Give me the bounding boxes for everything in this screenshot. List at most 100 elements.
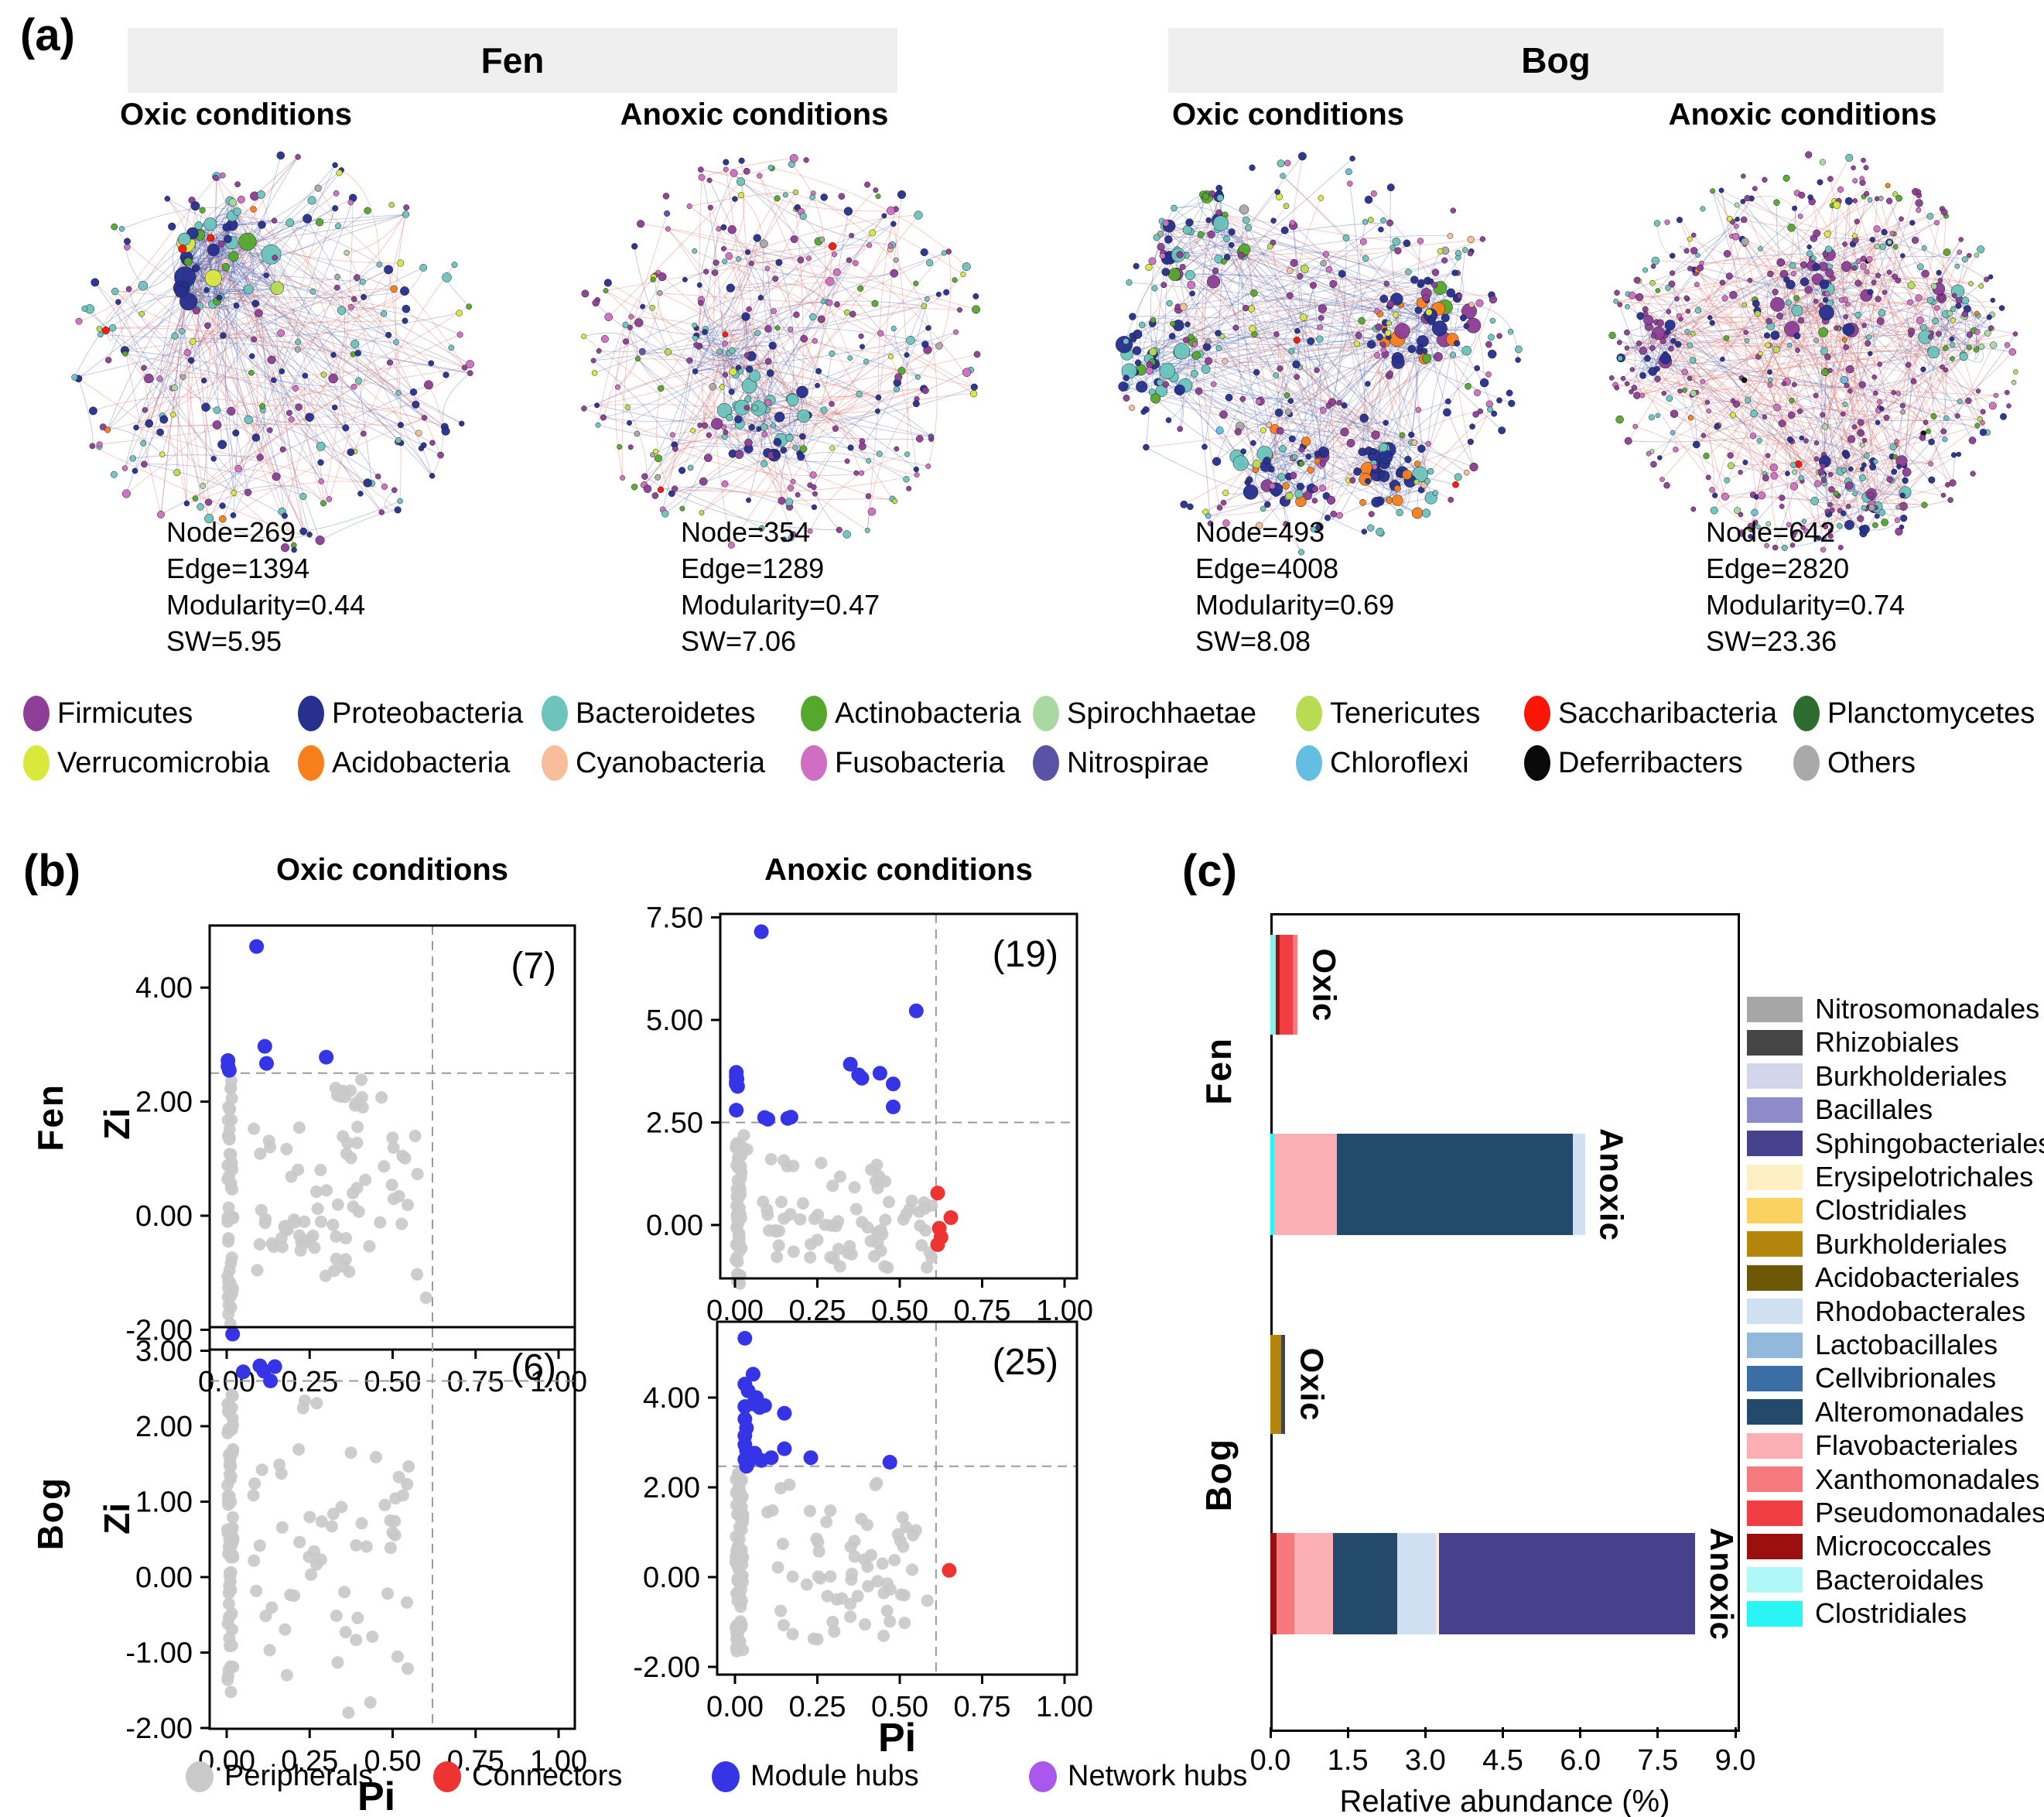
network-edge: [770, 372, 836, 429]
network-node: [1432, 490, 1439, 496]
network-node: [221, 262, 231, 272]
network-node: [881, 213, 887, 219]
network-edge: [1383, 327, 1439, 358]
network-node: [581, 289, 590, 298]
taxa-color-dot: [542, 696, 568, 731]
network-node: [829, 350, 836, 358]
network-node: [1143, 443, 1150, 451]
network-edge: [704, 353, 730, 426]
network-node: [1650, 333, 1656, 339]
network-edge: [1327, 308, 1439, 518]
y-tick-label: 2.00: [643, 1472, 700, 1504]
network-node: [1847, 435, 1856, 443]
network-stat-line: Edge=2820: [1706, 553, 1850, 584]
network-edge: [303, 501, 401, 532]
network-edge: [213, 278, 320, 541]
scatter-point-peripheral: [350, 1136, 364, 1149]
network-edge: [1731, 425, 1978, 467]
network-node: [122, 351, 128, 357]
scatter-plot-bog-anoxic: 0.00 0.25 0.50 0.75 1.004.002.000.00-2.00(25…: [633, 1320, 1093, 1723]
network-node: [1988, 402, 1997, 410]
network-node: [1738, 529, 1746, 537]
network-node: [1891, 390, 1896, 395]
network-node: [847, 444, 854, 451]
network-node: [1768, 377, 1773, 383]
network-edge: [1884, 344, 1994, 523]
network-node: [1283, 521, 1290, 527]
scatter-point-peripheral: [832, 1243, 845, 1255]
network-edge: [906, 339, 940, 355]
network-node: [1255, 399, 1262, 405]
network-node: [744, 395, 752, 403]
network-edge: [1664, 303, 1830, 337]
network-edge: [694, 251, 974, 395]
network-node: [897, 367, 906, 375]
network-edge: [1815, 301, 1863, 478]
network-edge: [1640, 312, 1827, 318]
scatter-point-peripheral: [224, 1640, 236, 1653]
taxa-legend-label: Cyanobacteria: [576, 746, 766, 779]
scatter-legend-item: Connectors: [433, 1760, 622, 1793]
taxa-legend-item: Saccharibacteria: [1524, 693, 1777, 734]
network-node: [1636, 340, 1642, 347]
network-edge: [1776, 255, 1830, 350]
network-node: [721, 424, 727, 430]
network-node: [1487, 349, 1497, 359]
network-edge: [1813, 238, 1987, 280]
network-edge: [1420, 249, 1466, 475]
network-node: [1162, 381, 1170, 388]
network-node: [1740, 216, 1748, 224]
network-node: [336, 169, 343, 176]
scatter-point-peripheral: [222, 1308, 235, 1321]
network-node: [1425, 308, 1433, 317]
network-node: [1311, 498, 1318, 504]
scatter-point-peripheral: [737, 1129, 750, 1141]
network-node: [192, 495, 199, 501]
network-stat-line: Node=269: [166, 516, 296, 548]
network-edge: [206, 238, 228, 503]
network-node: [1167, 268, 1181, 281]
network-node: [267, 427, 273, 433]
network-edge: [199, 289, 249, 309]
network-node: [1895, 505, 1902, 510]
network-edge: [1320, 325, 1424, 342]
network-node: [285, 218, 295, 228]
network-node: [1410, 439, 1418, 447]
network-edge: [217, 156, 299, 302]
network-edge: [1326, 362, 1399, 496]
network-edge: [141, 221, 320, 314]
network-edge: [238, 468, 324, 504]
network-node: [395, 390, 402, 396]
network-node: [156, 428, 164, 436]
scatter-point-peripheral: [248, 1477, 261, 1490]
network-node: [1943, 345, 1949, 351]
network-node: [1871, 279, 1877, 286]
network-node: [1900, 515, 1908, 522]
network-node: [415, 429, 422, 436]
scatter-coltitle-oxic: Oxic conditions: [275, 853, 509, 887]
network-node: [1410, 275, 1419, 284]
network-node: [1867, 197, 1873, 203]
network-edge: [890, 356, 918, 475]
network-edge: [159, 378, 201, 508]
scatter-point-peripheral: [331, 1656, 344, 1669]
network-node: [97, 331, 104, 338]
network-node: [1291, 453, 1298, 460]
network-node: [307, 196, 316, 205]
network-node: [192, 306, 201, 315]
network-node: [1424, 478, 1430, 484]
network-node: [1730, 398, 1736, 404]
network-edge: [195, 200, 231, 269]
network-edge: [704, 241, 819, 333]
network-node: [1336, 512, 1343, 519]
scatter-point-peripheral: [248, 1554, 261, 1567]
network-node: [891, 498, 898, 505]
network-node: [335, 223, 341, 230]
network-node: [1222, 519, 1230, 527]
scatter-point-peripheral: [815, 1156, 828, 1169]
network-node: [309, 288, 316, 295]
network-node: [657, 486, 665, 494]
network-edge: [1687, 291, 1958, 332]
network-edge: [1206, 197, 1385, 299]
network-node: [397, 422, 404, 429]
